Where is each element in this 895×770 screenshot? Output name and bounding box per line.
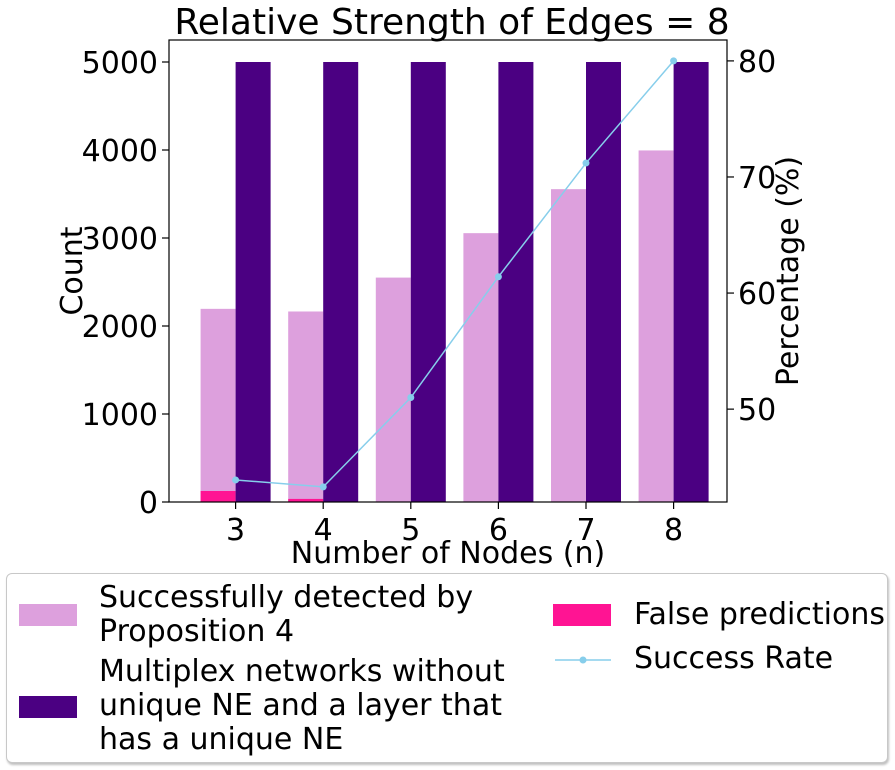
detected-bar-5: [375, 277, 411, 502]
success-rate-point-7: [582, 159, 590, 167]
x-axis-label: Number of Nodes (n): [291, 536, 605, 570]
legend-swatch-false: [553, 604, 611, 626]
success-rate-point-4: [319, 483, 327, 491]
y-tick-label-0: 0: [139, 486, 158, 521]
y-ticks-group: 0 1000 2000 3000 4000 5000: [82, 46, 169, 521]
multiplex-bar-8: [673, 62, 709, 502]
chart-title: Relative Strength of Edges = 8: [174, 2, 729, 43]
multiplex-bar-4: [323, 62, 359, 502]
success-rate-point-3: [232, 476, 240, 484]
plot-frame: [168, 39, 728, 503]
multiplex-bar-5: [410, 62, 446, 502]
legend-swatch-multiplex: [19, 696, 77, 718]
legend-swatch-detected: [19, 604, 77, 626]
x-tick-label-8: 8: [664, 513, 683, 548]
x-tick-label-3: 3: [226, 513, 245, 548]
legend-label-false: False predictions: [634, 597, 885, 632]
legend: Successfully detected by Proposition 4 M…: [6, 573, 888, 763]
multiplex-bar-3: [235, 62, 271, 502]
bars-group: [200, 62, 709, 502]
detected-bar-6: [463, 233, 499, 502]
y-tick-label-2000: 2000: [82, 310, 158, 345]
y2-axis-label: Percentage (%): [771, 156, 806, 386]
false-pred-bar-3: [200, 491, 236, 502]
legend-label-multiplex-3: has a unique NE: [99, 722, 344, 757]
y2-tick-label-80: 80: [738, 45, 776, 80]
success-rate-line-group: [232, 57, 678, 491]
legend-label-multiplex-1: Multiplex networks without: [99, 654, 505, 689]
y2-tick-label-70: 70: [738, 161, 776, 196]
detected-bar-8: [638, 150, 674, 502]
multiplex-bar-7: [586, 62, 621, 502]
x-tick-label-6: 6: [489, 513, 508, 548]
multiplex-bar-6: [498, 62, 534, 502]
legend-label-success-rate: Success Rate: [634, 641, 834, 676]
legend-label-multiplex-2: unique NE and a layer that: [99, 688, 502, 723]
y-tick-label-3000: 3000: [82, 222, 158, 257]
detected-bar-4: [288, 311, 324, 502]
y-axis-label: Count: [55, 226, 90, 315]
y2-tick-label-60: 60: [738, 277, 776, 312]
x-tick-label-5: 5: [401, 513, 420, 548]
y-tick-label-1000: 1000: [82, 398, 158, 433]
legend-label-detected-1: Successfully detected by: [99, 580, 474, 615]
success-rate-point-8: [670, 57, 678, 65]
success-rate-point-5: [407, 394, 415, 402]
chart-svg: Relative Strength of Edges = 8 3 4 5 6 7 8 0 1…: [55, 2, 806, 570]
legend-label-detected-2: Proposition 4: [99, 614, 295, 649]
success-rate-point-6: [494, 273, 502, 281]
x-tick-label-4: 4: [314, 513, 333, 548]
legend-swatch-success-rate: [555, 656, 611, 664]
y2-tick-label-50: 50: [738, 393, 776, 428]
detected-bar-7: [551, 189, 586, 502]
false-pred-bar-4: [288, 498, 324, 502]
y-tick-label-5000: 5000: [82, 46, 158, 81]
x-tick-label-7: 7: [576, 513, 595, 548]
detected-bar-3: [200, 308, 236, 502]
success-rate-line: [235, 60, 675, 488]
x-ticks-group: 3 4 5 6 7 8: [226, 502, 683, 548]
y2-ticks-group: 50 60 70 80: [727, 45, 776, 428]
y-tick-label-4000: 4000: [82, 134, 158, 169]
